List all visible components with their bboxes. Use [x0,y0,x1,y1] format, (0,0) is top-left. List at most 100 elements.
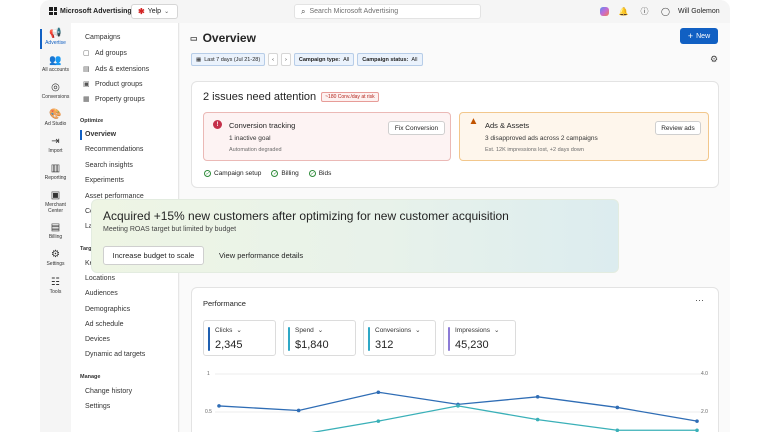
rail-item-all-accounts[interactable]: 👥 All accounts [40,55,71,73]
page-title: ▭ Overview [190,31,256,45]
palette-icon: 🎨 [49,109,62,120]
metric-label: Conversions ⌄ [375,326,421,335]
data-point[interactable] [217,404,221,408]
subnav-item-property-groups[interactable]: ▦ Property groups [83,95,145,104]
check-item[interactable]: ✓ Bids [308,170,332,177]
metric-tile-spend[interactable]: Spend ⌄ $1,840 [283,320,356,356]
check-item[interactable]: ✓ Billing [271,170,299,177]
new-button[interactable]: + New [680,28,718,44]
subnav-item-asset-performance[interactable]: Asset performance [85,192,144,200]
metric-label-text: Conversions [375,326,412,334]
metric-color-bar [288,327,290,351]
account-switcher[interactable]: ✱ Yelp ⌄ [131,4,178,19]
campaign-type-filter[interactable]: Campaign type: All [293,53,355,66]
search-input[interactable]: Search Microsoft Advertising [309,8,399,15]
help-icon[interactable]: ⓘ [640,7,649,16]
user-name[interactable]: Will Golemon [678,8,720,15]
more-options-icon[interactable]: ··· [695,295,704,305]
metric-value: 2,345 [215,339,243,351]
rail-item-settings[interactable]: ⚙ Settings [40,249,71,267]
subnav-item-search-insights[interactable]: Search insights [85,161,133,169]
subnav-item-ad-schedule[interactable]: Ad schedule [85,320,124,328]
data-point[interactable] [456,404,460,408]
ads-icon: ▤ [83,66,90,73]
rail-item-reporting[interactable]: ▥ Reporting [40,163,71,181]
account-name: Yelp [147,8,162,15]
filter-bar: ▦ Last 7 days (Jul 21-28) ‹ › Campaign t… [191,53,423,66]
metric-tile-impressions[interactable]: Impressions ⌄ 45,230 [443,320,516,356]
error-icon: ! [213,120,222,129]
copilot-icon[interactable] [600,7,609,16]
subnav-item-recommendations[interactable]: Recommendations [85,146,144,154]
subnav-item-settings[interactable]: Settings [85,403,111,411]
prev-period-button[interactable]: ‹ [268,53,278,66]
data-point[interactable] [695,428,699,432]
metric-tile-clicks[interactable]: Clicks ⌄ 2,345 [203,320,276,356]
ad-groups-icon: ▢ [83,50,90,57]
subnav-item-campaigns[interactable]: Campaigns [85,34,121,41]
subnav-item-product-groups[interactable]: ▣ Product groups [83,80,142,89]
people-icon: 👥 [49,55,62,66]
rail-item-billing[interactable]: ▤ Billing [40,222,71,240]
search-icon: ⌕ [301,6,306,16]
check-circle-icon: ✓ [308,170,316,177]
search-box[interactable]: ⌕ Search Microsoft Advertising [294,4,481,19]
target-icon: ◎ [51,82,60,93]
subnav-item-ads-extensions[interactable]: ▤ Ads & extensions [83,65,149,74]
data-point[interactable] [376,419,381,423]
subnav-item-devices[interactable]: Devices [85,336,110,343]
subnav-item-audiences[interactable]: Audiences [85,290,118,298]
increase-budget-button[interactable]: Increase budget to scale [103,246,204,265]
subnav-item-demographics[interactable]: Demographics [85,305,131,313]
account-icon[interactable]: ◯ [661,7,670,16]
app-window: Microsoft Advertising ✱ Yelp ⌄ ⌕ Search … [40,0,730,432]
subnav-item-label: Ad groups [95,49,127,57]
data-point[interactable] [376,390,381,395]
issue-card-ads[interactable]: ▲ Ads & Assets 3 disapproved ads across … [459,112,709,161]
issue-note: Automation degraded [229,147,282,153]
issue-title: Conversion tracking [229,121,296,130]
data-point[interactable] [296,408,301,413]
rail-item-merchant-center[interactable]: ▣ Merchant Center [40,190,71,214]
rail-item-ad-studio[interactable]: 🎨 Ad Studio [40,109,71,127]
new-button-label: New [696,32,711,40]
rail-item-conversions[interactable]: ◎ Conversions [40,82,71,100]
subnav-item-experiments[interactable]: Experiments [85,177,124,185]
check-label: Bids [318,170,332,177]
data-point[interactable] [695,419,699,423]
campaign-status-filter[interactable]: Campaign status: All [357,53,423,66]
subnav-item-locations[interactable]: Locations [85,275,115,283]
campaign-type-value: All [343,56,350,63]
rail-item-label: Ad Studio [44,121,67,127]
rail-item-import[interactable]: ⇥ Import [40,136,71,154]
page-settings-gear-icon[interactable]: ⚙ [710,54,719,64]
property-groups-icon: ▦ [83,96,90,103]
data-point[interactable] [615,428,620,432]
check-item[interactable]: ✓ Campaign setup [204,170,261,177]
rail-item-label: Billing [48,234,63,240]
data-point[interactable] [535,417,540,422]
brand[interactable]: Microsoft Advertising [49,7,132,15]
subnav-item-ad-groups[interactable]: ▢ Ad groups [83,49,127,58]
issue-card-conversion[interactable]: ! Conversion tracking 1 inactive goal Au… [203,112,451,161]
rail-item-tools[interactable]: ☷ Tools [40,277,71,295]
fix-conversion-button[interactable]: Fix Conversion [388,121,445,135]
date-range-filter[interactable]: ▦ Last 7 days (Jul 21-28) [191,53,266,66]
subnav-item-change-history[interactable]: Change history [85,388,133,395]
data-point[interactable] [615,405,620,410]
page-title-text: Overview [202,31,256,45]
rail-item-advertise[interactable]: 📢 Advertise [40,28,71,46]
bell-icon[interactable]: 🔔 [618,7,629,16]
subnav-item-overview[interactable]: Overview [85,131,117,138]
metric-tile-conversions[interactable]: Conversions ⌄ 312 [363,320,436,356]
issues-title: 2 issues need attention ~180 Conv./day a… [203,91,379,103]
subnav-item-dynamic-ad-targets[interactable]: Dynamic ad targets [85,351,146,359]
next-period-button[interactable]: › [281,53,291,66]
microsoft-logo-icon [49,7,57,15]
chevron-down-icon: ⌄ [415,327,421,334]
data-point[interactable] [535,395,540,399]
view-performance-link[interactable]: View performance details [219,251,304,260]
issue-note: Est. 12K impressions lost, +2 days down [485,147,584,153]
subnav-item-label: Property groups [95,95,145,103]
review-ads-button[interactable]: Review ads [655,121,701,135]
